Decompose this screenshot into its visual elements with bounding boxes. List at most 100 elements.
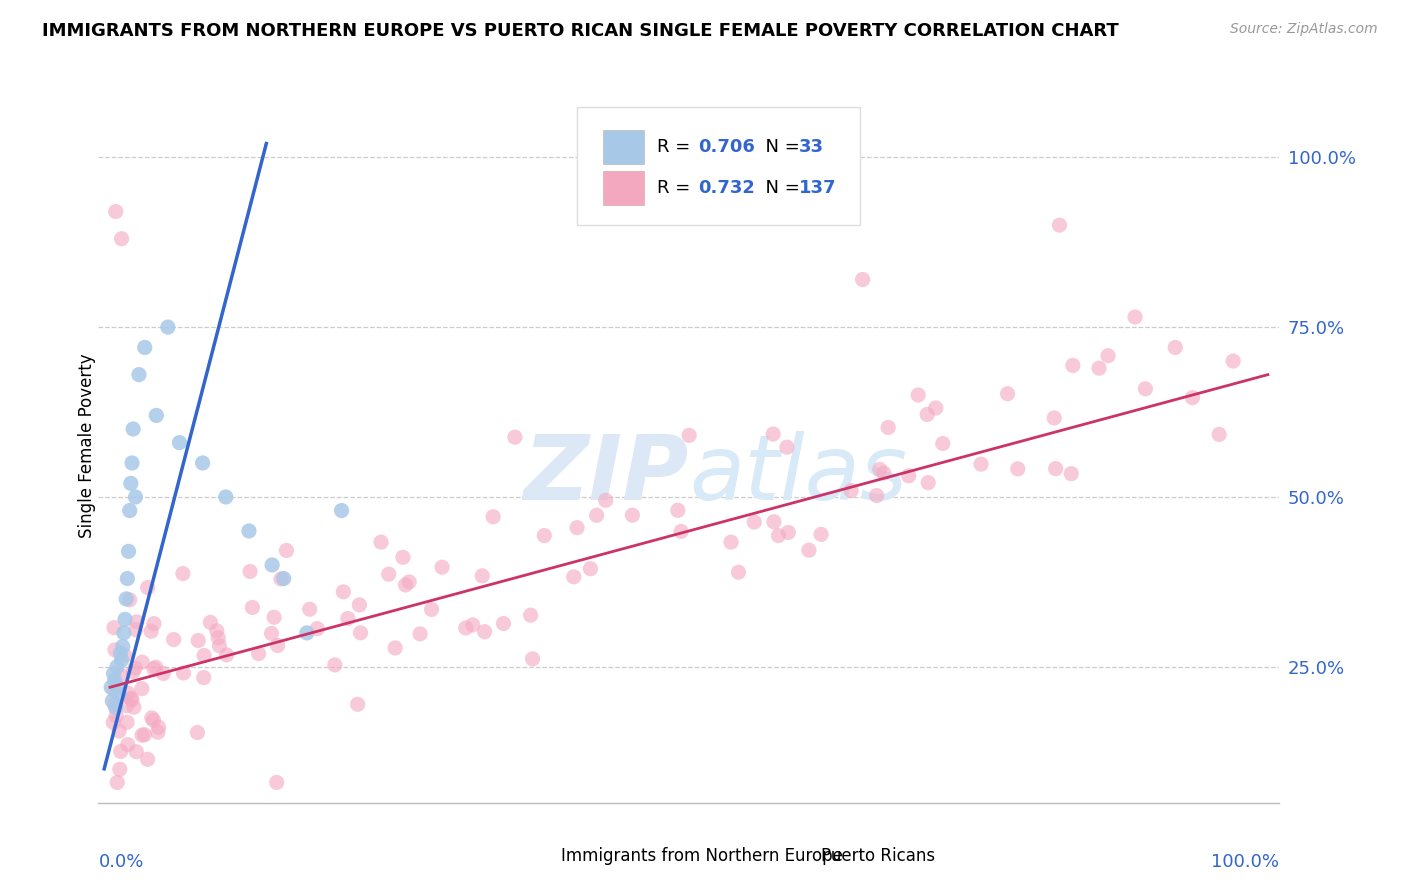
Point — [852, 272, 875, 286]
Point — [111, 640, 134, 654]
Point — [120, 476, 142, 491]
Text: N =: N = — [754, 138, 806, 156]
Point — [430, 560, 453, 574]
Point — [533, 528, 555, 542]
Point — [461, 618, 484, 632]
Point — [107, 680, 129, 694]
Point — [925, 401, 948, 415]
Point — [1181, 391, 1204, 405]
Point — [866, 489, 889, 503]
Point — [776, 440, 799, 454]
Point — [873, 466, 896, 480]
Point — [142, 616, 165, 631]
Point — [193, 671, 215, 685]
Point — [156, 320, 179, 334]
Text: atlas: atlas — [689, 431, 907, 518]
Point — [117, 686, 139, 700]
Point — [169, 435, 191, 450]
Point — [148, 720, 170, 734]
Point — [207, 631, 229, 645]
Point — [970, 457, 993, 471]
Point — [1097, 349, 1119, 363]
Point — [238, 524, 260, 538]
Point — [118, 503, 141, 517]
Point — [1049, 218, 1071, 232]
Point — [131, 728, 153, 742]
Point — [186, 725, 208, 739]
Y-axis label: Single Female Poverty: Single Female Poverty — [79, 354, 96, 538]
Point — [141, 624, 163, 639]
Point — [104, 673, 127, 688]
Point — [474, 624, 496, 639]
Point — [377, 567, 399, 582]
Point — [454, 621, 477, 635]
Point — [1045, 461, 1067, 475]
Point — [562, 570, 585, 584]
Text: ZIP: ZIP — [523, 431, 689, 518]
Point — [669, 524, 692, 539]
Point — [108, 762, 131, 776]
Point — [114, 648, 136, 663]
Point — [103, 666, 125, 681]
Point — [482, 509, 505, 524]
Point — [121, 456, 143, 470]
Text: R =: R = — [657, 138, 696, 156]
Point — [124, 661, 146, 675]
Point — [247, 647, 270, 661]
Point — [125, 745, 148, 759]
Point — [128, 368, 150, 382]
Point — [666, 503, 689, 517]
Point — [298, 602, 321, 616]
Point — [200, 615, 222, 630]
Point — [122, 665, 145, 679]
Point — [907, 388, 929, 402]
Point — [121, 693, 143, 707]
Point — [134, 728, 156, 742]
Point — [323, 657, 346, 672]
FancyBboxPatch shape — [523, 842, 553, 871]
Point — [122, 422, 145, 436]
Point — [519, 608, 541, 623]
Point — [136, 581, 159, 595]
Point — [392, 550, 415, 565]
Point — [134, 341, 156, 355]
Point — [897, 468, 920, 483]
Text: IMMIGRANTS FROM NORTHERN EUROPE VS PUERTO RICAN SINGLE FEMALE POVERTY CORRELATIO: IMMIGRANTS FROM NORTHERN EUROPE VS PUERT… — [42, 22, 1119, 40]
Point — [869, 462, 891, 476]
Point — [142, 714, 165, 728]
Point — [131, 655, 153, 669]
Point — [208, 639, 231, 653]
Point — [778, 525, 800, 540]
Point — [141, 711, 163, 725]
Point — [295, 626, 318, 640]
FancyBboxPatch shape — [603, 130, 644, 164]
Point — [273, 572, 295, 586]
Point — [215, 490, 238, 504]
Point — [173, 665, 195, 680]
Point — [104, 204, 127, 219]
Point — [1062, 359, 1084, 373]
Point — [125, 615, 148, 629]
Point — [579, 562, 602, 576]
Point — [120, 691, 142, 706]
Point — [409, 627, 432, 641]
Point — [1088, 361, 1111, 376]
Text: Puerto Ricans: Puerto Ricans — [821, 847, 935, 865]
Point — [193, 648, 215, 663]
Text: 0.706: 0.706 — [699, 138, 755, 156]
Point — [742, 515, 765, 529]
Point — [346, 698, 368, 712]
Point — [420, 602, 443, 616]
Point — [260, 626, 283, 640]
Point — [839, 483, 862, 498]
Point — [276, 543, 298, 558]
Point — [1222, 354, 1244, 368]
Point — [1164, 341, 1187, 355]
Point — [100, 680, 122, 694]
Point — [105, 660, 128, 674]
Point — [110, 744, 132, 758]
Text: Immigrants from Northern Europe: Immigrants from Northern Europe — [561, 847, 844, 865]
Point — [398, 574, 420, 589]
Point — [917, 475, 939, 490]
Point — [330, 503, 353, 517]
